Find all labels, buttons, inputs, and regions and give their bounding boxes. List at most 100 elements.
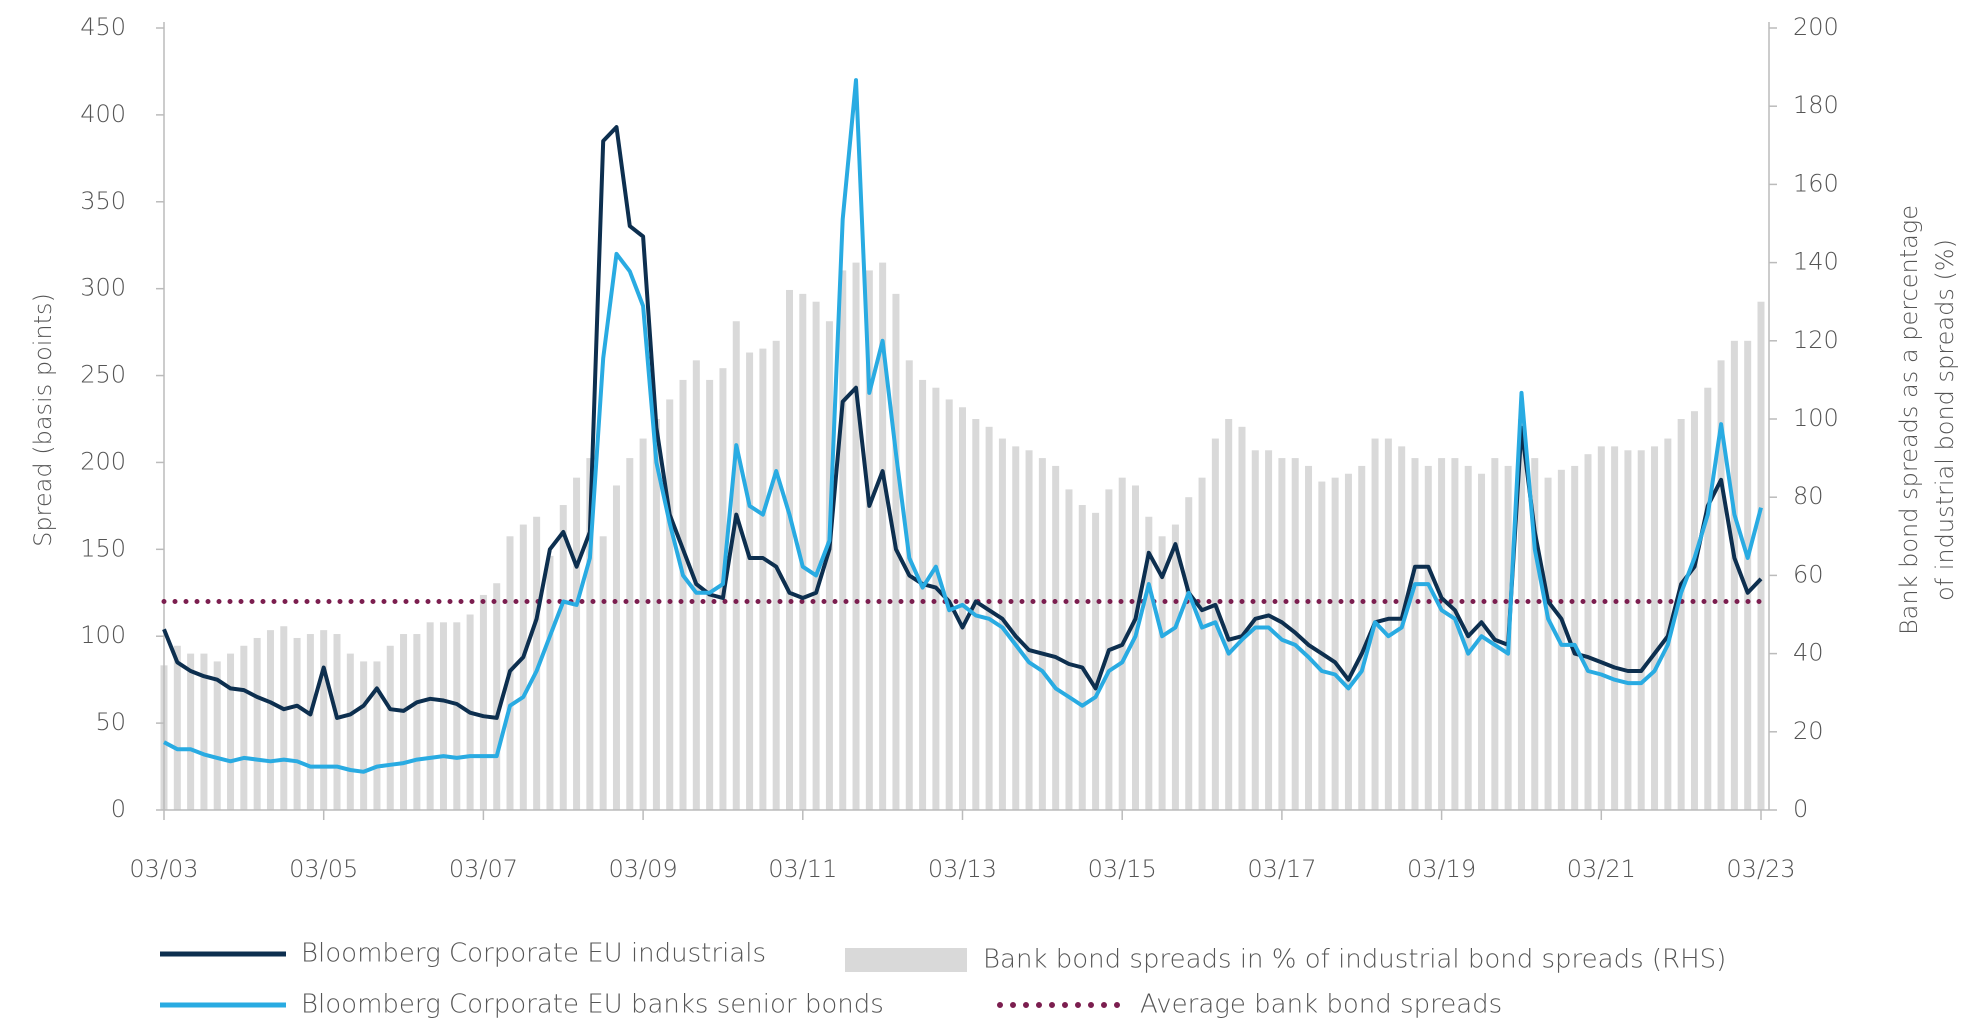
bar — [1158, 536, 1166, 810]
y2-tick-label: 40 — [1793, 639, 1824, 667]
y-tick-label: 300 — [80, 274, 126, 302]
bar — [400, 634, 408, 810]
bar — [825, 321, 833, 810]
bar — [200, 653, 208, 810]
bar — [732, 321, 740, 810]
bar — [533, 516, 541, 810]
bar — [1611, 446, 1619, 810]
y2-tick-label: 120 — [1793, 326, 1839, 354]
y-tick-label: 100 — [80, 621, 126, 649]
y-tick-label: 450 — [80, 13, 126, 41]
bar — [1690, 411, 1698, 810]
bar — [1597, 446, 1605, 810]
bar — [1557, 469, 1565, 810]
bar — [679, 379, 687, 810]
bar — [639, 438, 647, 810]
y2-tick-label: 180 — [1793, 91, 1839, 119]
bar — [919, 379, 927, 810]
bar — [1305, 465, 1313, 810]
bar — [413, 634, 421, 810]
bar — [1730, 340, 1738, 810]
bar — [240, 645, 248, 810]
x-tick-label: 03/09 — [609, 855, 678, 883]
bar — [905, 360, 913, 810]
bar — [386, 645, 394, 810]
bar — [1331, 477, 1339, 810]
bar — [1065, 489, 1073, 810]
y-tick-label: 50 — [95, 708, 126, 736]
legend-label: Bank bond spreads in % of industrial bon… — [983, 945, 1726, 975]
bar — [479, 594, 487, 810]
bar — [1424, 465, 1432, 810]
bar — [998, 438, 1006, 810]
bar — [879, 262, 887, 811]
bar — [1198, 477, 1206, 810]
x-tick-label: 03/19 — [1407, 855, 1476, 883]
y-tick-label: 350 — [80, 187, 126, 215]
y-tick-label: 200 — [80, 447, 126, 475]
bar — [865, 270, 873, 810]
x-tick-label: 03/23 — [1726, 855, 1795, 883]
bar — [320, 630, 328, 810]
bar — [1078, 505, 1086, 810]
y-axis-label: Spread (basis points) — [29, 293, 57, 547]
y-tick-label: 250 — [80, 361, 126, 389]
bar — [426, 622, 434, 810]
legend-label: Average bank bond spreads — [1140, 990, 1502, 1020]
x-tick-label: 03/07 — [449, 855, 518, 883]
bar — [1225, 419, 1233, 810]
bar — [1145, 516, 1153, 810]
bar — [333, 634, 341, 810]
bar — [266, 630, 274, 810]
bar — [746, 352, 754, 810]
bar — [439, 622, 447, 810]
bar — [959, 407, 966, 810]
bar — [1171, 524, 1179, 810]
bar — [306, 634, 314, 810]
bar — [1052, 465, 1060, 810]
bar — [1744, 340, 1752, 810]
bar — [1012, 446, 1020, 810]
bar — [812, 301, 820, 810]
legend-label: Bloomberg Corporate EU banks senior bond… — [301, 990, 884, 1020]
bar — [1491, 458, 1499, 810]
bar — [839, 270, 847, 810]
bar — [1478, 473, 1486, 810]
bar — [799, 293, 807, 810]
bar — [1624, 450, 1632, 810]
bar — [1278, 458, 1286, 810]
bar — [1318, 481, 1326, 810]
bar — [493, 583, 501, 810]
bar — [1411, 458, 1419, 810]
bar — [213, 661, 221, 810]
line — [162, 125, 1763, 720]
bar — [1438, 458, 1446, 810]
bar — [759, 348, 767, 810]
bar — [1651, 446, 1659, 810]
bar — [1637, 450, 1645, 810]
bar — [573, 477, 581, 810]
legend-swatch — [845, 948, 967, 972]
x-tick-label: 03/21 — [1567, 855, 1636, 883]
y2-tick-label: 100 — [1793, 404, 1839, 432]
y2-tick-label: 60 — [1793, 560, 1824, 588]
bar — [546, 555, 554, 810]
y2-tick-label: 140 — [1793, 248, 1839, 276]
y2-tick-label: 20 — [1793, 717, 1824, 745]
bar — [453, 622, 461, 810]
bar — [253, 637, 261, 810]
line — [163, 78, 1763, 774]
bar — [1025, 450, 1033, 810]
y-tick-label: 0 — [111, 795, 126, 823]
bar — [227, 653, 235, 810]
y-tick-label: 400 — [80, 100, 126, 128]
y2-tick-label: 200 — [1793, 13, 1839, 41]
y-tick-label: 150 — [80, 534, 126, 562]
bar — [772, 340, 780, 810]
bar — [293, 637, 301, 810]
bar — [612, 485, 620, 810]
bar — [1038, 458, 1046, 810]
bar — [360, 661, 368, 810]
y2-axis-label: Bank bond spreads as a percentage — [1895, 205, 1923, 635]
bar — [1717, 360, 1725, 810]
